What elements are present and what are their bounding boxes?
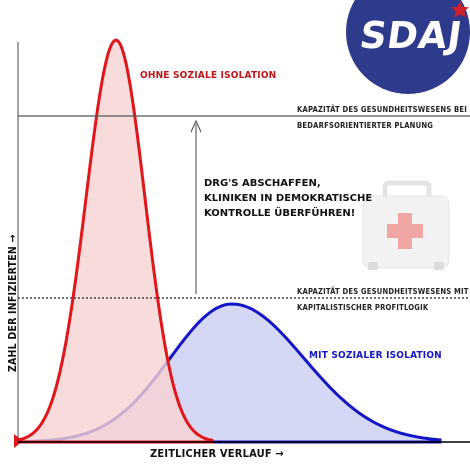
curve-no-isolation [16, 38, 214, 444]
label-no-isolation: Ohne soziale Isolation [140, 70, 276, 81]
x-axis-label: Zeitlicher Verlauf → [150, 447, 284, 460]
logo-text: SDAJ [357, 13, 465, 57]
demand-line-2: KLINIKEN IN DEMOKRATISCHE [204, 193, 372, 204]
lower-capacity-label-1: Kapazität des Gesundheitswesens mit [297, 287, 469, 296]
logo-circle [346, 0, 470, 94]
label-with-isolation: Mit sozialer Isolation [309, 350, 442, 361]
upper-capacity-label-2: bedarfsorientierter Planung [297, 121, 433, 130]
sdaj-logo: SDAJ [346, 0, 470, 94]
y-axis-label: Zahl der Infizierten → [7, 234, 19, 372]
demand-line-1: DRG'S ABSCHAFFEN, [204, 178, 321, 189]
lower-capacity-label-2: kapitalistischer Profitlogik [297, 303, 429, 312]
arrow-head-icon [190, 119, 202, 133]
first-aid-kit-icon [362, 180, 450, 270]
star-icon [451, 1, 469, 18]
upper-capacity-label-1: Kapazität des Gesundheitswesens bei [297, 105, 467, 114]
axis-origin-marker [14, 434, 23, 448]
demand-line-3: KONTROLLE ÜBERFÜHREN! [204, 205, 355, 219]
